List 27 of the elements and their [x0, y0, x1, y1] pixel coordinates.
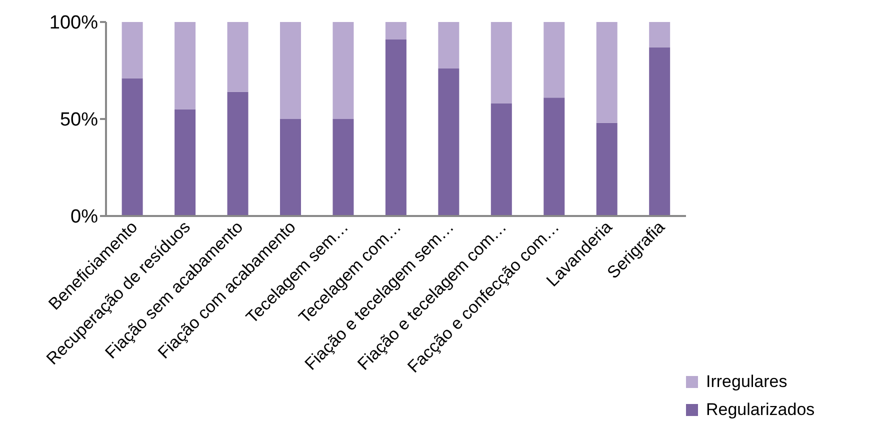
- bar: [332, 119, 354, 216]
- bar: [649, 47, 670, 216]
- bar: [174, 109, 196, 216]
- bar: [490, 103, 512, 216]
- bar: [438, 68, 460, 216]
- bar: [490, 22, 512, 104]
- bar: [122, 78, 143, 216]
- bar: [280, 119, 301, 216]
- bar: [122, 22, 143, 78]
- y-tick-label: 0%: [70, 206, 98, 228]
- bar: [385, 22, 406, 40]
- bar: [332, 22, 354, 119]
- bar: [544, 22, 565, 98]
- bar: [544, 98, 565, 216]
- bar: [227, 92, 248, 216]
- bar: [649, 22, 670, 48]
- bar: [227, 22, 248, 92]
- bar: [280, 22, 301, 119]
- bar: [596, 22, 618, 123]
- y-tick-label: 50%: [60, 110, 98, 131]
- legend-label: Irregulares: [706, 372, 788, 392]
- bar: [438, 22, 460, 69]
- legend-label: Regularizados: [706, 400, 815, 420]
- bar: [596, 122, 618, 216]
- y-tick-label: 100%: [49, 12, 98, 34]
- bar: [174, 22, 196, 110]
- bar: [385, 39, 406, 216]
